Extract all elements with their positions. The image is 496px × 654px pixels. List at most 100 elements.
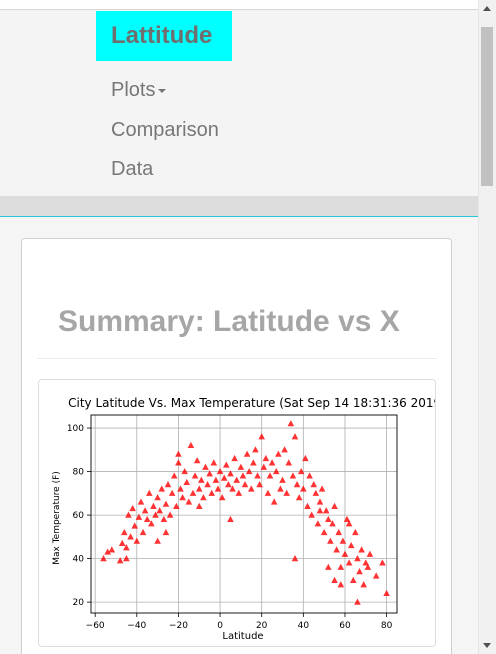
nav-item-data[interactable]: Data (111, 158, 154, 180)
data-point (195, 502, 203, 509)
data-point (143, 515, 151, 523)
data-point (335, 528, 343, 536)
data-point (220, 474, 228, 481)
y-tick-label: 80 (73, 468, 85, 478)
data-point (356, 568, 363, 575)
data-point (254, 472, 261, 479)
data-point (285, 459, 293, 466)
data-point (320, 528, 328, 536)
data-point (252, 446, 259, 453)
data-point (160, 515, 168, 523)
chart-axes: −60 −40 −20 0 20 40 60 80 20 40 60 80 100 (67, 414, 398, 631)
data-point (185, 498, 193, 505)
data-point (131, 522, 139, 529)
scrollbar-thumb[interactable] (481, 27, 493, 186)
data-point (306, 472, 313, 479)
data-point (337, 563, 345, 570)
data-point (291, 555, 299, 562)
data-point (362, 559, 370, 566)
data-point (352, 528, 359, 536)
data-point (345, 520, 353, 527)
x-tick-label: 20 (256, 621, 268, 631)
data-point (170, 472, 178, 479)
data-point (173, 502, 180, 509)
data-point (225, 481, 232, 488)
data-point (129, 504, 136, 512)
data-point (237, 463, 245, 470)
data-point (150, 502, 157, 509)
data-point (316, 507, 324, 514)
data-point (175, 459, 182, 466)
data-point (289, 472, 297, 479)
data-point (227, 470, 234, 477)
data-point (279, 476, 286, 483)
data-point (325, 515, 332, 523)
chart-grid (91, 415, 397, 613)
data-point (210, 459, 218, 466)
data-point (133, 537, 141, 544)
x-tick-label: 60 (339, 621, 351, 631)
data-point (258, 433, 265, 440)
data-point (187, 441, 195, 449)
data-point (154, 537, 161, 544)
data-point (358, 546, 365, 553)
x-axis-label: Latitude (222, 631, 263, 642)
content-area: Summary: Latitude vs X City Latitude Vs.… (0, 216, 478, 654)
x-tick-label: 40 (298, 621, 310, 631)
chart-title: City Latitude Vs. Max Temperature (Sat S… (68, 396, 435, 410)
data-point (202, 463, 209, 470)
data-point (231, 454, 238, 462)
data-point (218, 494, 226, 501)
chart-thumbnail[interactable]: City Latitude Vs. Max Temperature (Sat S… (38, 379, 436, 647)
data-point (118, 539, 126, 546)
data-point (154, 494, 161, 501)
data-point (318, 485, 326, 492)
data-point (300, 485, 307, 492)
data-point (212, 476, 220, 483)
y-tick-label: 100 (67, 424, 84, 434)
data-point (152, 511, 159, 518)
data-point (354, 598, 361, 605)
x-tick-label: −40 (127, 621, 146, 631)
data-point (308, 511, 315, 518)
data-point (364, 563, 372, 570)
navbar-brand[interactable]: Lattitude (96, 11, 232, 61)
data-point (349, 576, 357, 583)
data-point (162, 528, 170, 536)
data-point (266, 472, 274, 479)
scroll-down-arrow-icon[interactable] (483, 643, 491, 648)
data-point (337, 581, 345, 588)
data-point (277, 485, 284, 492)
data-point (291, 433, 299, 440)
data-point (137, 498, 145, 505)
data-point (241, 481, 249, 488)
data-point (260, 463, 268, 470)
data-point (123, 555, 130, 562)
data-point (200, 494, 207, 501)
y-tick-label: 20 (73, 598, 85, 608)
data-point (281, 446, 288, 453)
vertical-scrollbar[interactable] (478, 0, 496, 654)
data-point (100, 555, 107, 562)
data-point (262, 454, 270, 462)
data-point (148, 520, 155, 527)
data-point (304, 502, 311, 509)
nav-item-plots[interactable]: Plots (111, 78, 167, 102)
data-point (158, 485, 166, 492)
nav-item-comparison[interactable]: Comparison (111, 119, 219, 141)
data-point (162, 500, 170, 507)
data-point (179, 494, 186, 501)
scroll-up-arrow-icon[interactable] (483, 6, 491, 11)
data-point (333, 546, 340, 553)
data-point (245, 467, 253, 475)
nav-item-plots-label: Plots (111, 79, 156, 101)
summary-panel: Summary: Latitude vs X City Latitude Vs.… (21, 238, 452, 654)
data-point (339, 537, 347, 544)
data-point (272, 467, 280, 475)
data-point (247, 485, 255, 492)
data-point (372, 572, 380, 579)
data-point (310, 481, 318, 488)
data-point (268, 459, 276, 466)
data-point (166, 511, 174, 518)
navbar: Lattitude Plots Comparison Data (0, 10, 478, 197)
